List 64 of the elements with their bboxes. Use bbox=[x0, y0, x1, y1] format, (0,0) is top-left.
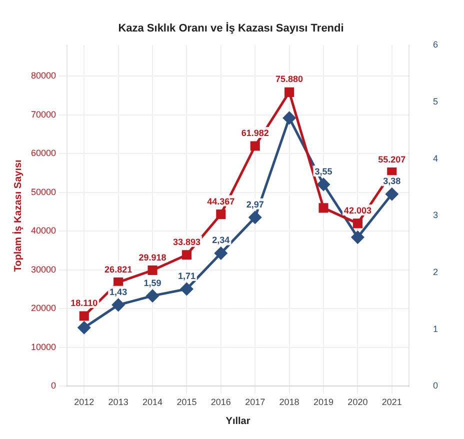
point bbox=[112, 298, 125, 312]
point bbox=[214, 246, 228, 260]
point bbox=[248, 211, 262, 224]
data-label: 1,59 bbox=[144, 278, 162, 288]
x-tick-label: 2021 bbox=[382, 397, 402, 408]
y-tick-label: 70000 bbox=[30, 109, 56, 120]
point bbox=[79, 311, 89, 321]
point bbox=[283, 112, 296, 124]
y2-tick-label: 3 bbox=[432, 210, 438, 220]
data-label: 29.918 bbox=[138, 252, 166, 262]
point bbox=[114, 277, 124, 288]
x-tick-label: 2012 bbox=[74, 397, 94, 408]
data-label: 3,55 bbox=[314, 166, 332, 176]
point bbox=[146, 290, 159, 302]
data-label: 2,97 bbox=[246, 199, 264, 210]
data-label: 1,43 bbox=[110, 286, 128, 297]
y-tick-label: 20000 bbox=[30, 303, 56, 314]
y2-tick-label: 2 bbox=[432, 267, 438, 278]
y2-tick-label: 4 bbox=[432, 153, 438, 164]
x-axis-title: Yıllar bbox=[226, 416, 250, 427]
y-tick-label: 50000 bbox=[30, 186, 56, 197]
point bbox=[351, 231, 364, 244]
y-tick-label: 60000 bbox=[30, 148, 56, 158]
point bbox=[317, 178, 330, 191]
x-tick-label: 2018 bbox=[279, 397, 300, 408]
x-tick-label: 2017 bbox=[245, 397, 266, 408]
point bbox=[182, 250, 192, 260]
data-label: 44.367 bbox=[207, 196, 235, 206]
point bbox=[318, 203, 328, 213]
x-tick-label: 2015 bbox=[176, 397, 197, 408]
chart-title: Kaza Sıklık Oranı ve İş Kazası Sayısı Trendi bbox=[118, 22, 344, 35]
data-label: 26.821 bbox=[104, 264, 132, 274]
y-tick-label: 40000 bbox=[30, 226, 56, 236]
data-label: 3,38 bbox=[383, 176, 401, 186]
point bbox=[352, 218, 362, 228]
x-tick-label: 2016 bbox=[210, 397, 231, 408]
y2-tick-label: 6 bbox=[432, 40, 438, 50]
y2-tick-label: 5 bbox=[432, 96, 438, 107]
point bbox=[148, 265, 158, 276]
point bbox=[250, 141, 260, 151]
y2-tick-label: 0 bbox=[432, 380, 438, 391]
data-label: 1,71 bbox=[178, 271, 196, 281]
point bbox=[216, 209, 226, 220]
point bbox=[284, 87, 294, 97]
x-tick-label: 2013 bbox=[108, 397, 128, 408]
data-label: 18.110 bbox=[70, 298, 98, 308]
data-label: 2,34 bbox=[212, 235, 230, 246]
y-axis-title: Toplam İş Kazası Sayısı bbox=[12, 159, 24, 272]
point bbox=[180, 282, 193, 296]
x-tick-label: 2014 bbox=[142, 397, 163, 408]
data-label: 75.880 bbox=[276, 74, 304, 84]
y-tick-label: 0 bbox=[51, 380, 56, 391]
y-tick-label: 80000 bbox=[30, 70, 56, 81]
data-label: 61.982 bbox=[241, 128, 269, 138]
point bbox=[386, 188, 398, 200]
data-label: 33.893 bbox=[172, 236, 200, 247]
point bbox=[78, 321, 90, 334]
data-label: 55.207 bbox=[378, 154, 406, 164]
y-tick-label: 30000 bbox=[30, 264, 56, 274]
data-label: 42.003 bbox=[344, 205, 372, 216]
x-tick-label: 2020 bbox=[348, 397, 368, 408]
x-tick-label: 2019 bbox=[313, 397, 334, 408]
y2-tick-label: 1 bbox=[432, 324, 438, 334]
y-tick-label: 10000 bbox=[30, 342, 56, 352]
